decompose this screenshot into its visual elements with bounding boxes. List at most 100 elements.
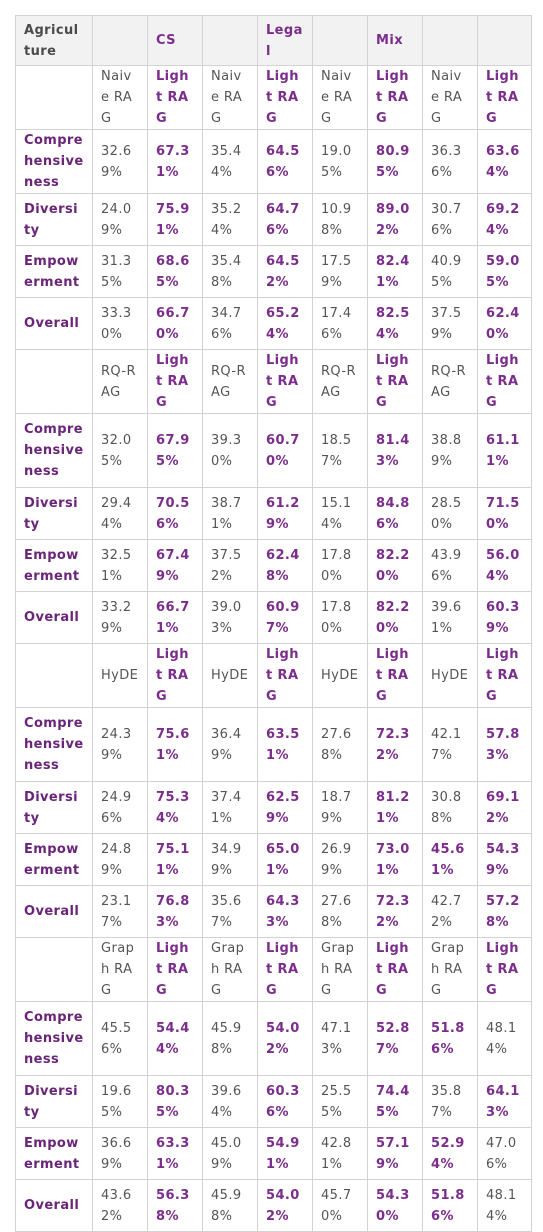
metric-value: 39.30% [202,413,258,488]
metric-value: 17.80% [312,539,368,592]
metric-value: 54.39% [477,833,532,886]
metric-row: Diversity 19.65% 80.35% 39.64% 60.36% 25.55% 7… [15,1075,532,1128]
metric-value: 84.86% [367,487,423,540]
metric-value: 26.99% [312,833,368,886]
metric-label: Empowerment [15,245,93,298]
metric-row: Empowerment 24.89% 75.11% 34.99% 65.01% 26.99… [15,833,532,886]
metric-value: 66.71% [147,591,203,644]
metric-row: Diversity 29.44% 70.56% 38.71% 61.29% 15.14% 8… [15,487,532,540]
metric-value: 10.98% [312,193,368,246]
lightrag-method-label: Light RAG [477,349,532,414]
metric-value: 47.13% [312,1001,368,1076]
metric-value: 75.34% [147,781,203,834]
metric-value: 45.98% [202,1001,258,1076]
metric-value: 73.01% [367,833,423,886]
metric-value: 45.56% [92,1001,148,1076]
lightrag-method-label: Light RAG [147,349,203,414]
metric-value: 32.05% [92,413,148,488]
metric-value: 65.24% [257,297,313,350]
baseline-method-label: RQ-RAG [92,349,148,414]
lightrag-method-label: Light RAG [257,65,313,130]
metric-value: 51.86% [422,1001,478,1076]
metric-value: 75.91% [147,193,203,246]
metric-value: 42.72% [422,885,478,938]
metric-label: Overall [15,1179,93,1232]
baseline-method-label: RQ-RAG [312,349,368,414]
metric-row: Diversity 24.96% 75.34% 37.41% 62.59% 18.79% 8… [15,781,532,834]
metric-value: 60.97% [257,591,313,644]
metric-value: 17.46% [312,297,368,350]
metric-value: 64.52% [257,245,313,298]
metric-value: 43.96% [422,539,478,592]
metric-value: 30.88% [422,781,478,834]
metric-value: 68.65% [147,245,203,298]
lightrag-method-label: Light RAG [367,349,423,414]
metric-label: Comprehensiveness [15,413,93,488]
metric-value: 82.20% [367,591,423,644]
metric-value: 45.98% [202,1179,258,1232]
metric-value: 33.30% [92,297,148,350]
metric-value: 54.44% [147,1001,203,1076]
metric-value: 76.83% [147,885,203,938]
metric-value: 74.45% [367,1075,423,1128]
metric-value: 28.50% [422,487,478,540]
metric-value: 43.62% [92,1179,148,1232]
metric-value: 62.59% [257,781,313,834]
lightrag-method-label: Light RAG [257,349,313,414]
metric-value: 18.57% [312,413,368,488]
lightrag-method-label: Light RAG [257,643,313,708]
lightrag-method-label: Light RAG [147,937,203,1002]
metric-label: Empowerment [15,1127,93,1180]
empty-cell [15,643,93,708]
metric-value: 81.43% [367,413,423,488]
metric-value: 25.55% [312,1075,368,1128]
baseline-label-row: Graph RAG Light RAG Graph RAG Light RAG Grap… [15,937,532,1002]
metric-value: 80.35% [147,1075,203,1128]
metric-row: Empowerment 31.35% 68.65% 35.48% 64.52% 17.59… [15,245,532,298]
metric-value: 67.49% [147,539,203,592]
header-cell [422,15,478,66]
metric-value: 64.13% [477,1075,532,1128]
metric-value: 63.51% [257,707,313,782]
metric-label: Diversity [15,193,93,246]
header-row: Agriculture CS Legal Mix [15,15,532,66]
metric-value: 32.69% [92,129,148,194]
metric-value: 62.40% [477,297,532,350]
metric-value: 17.59% [312,245,368,298]
baseline-method-label: Graph RAG [202,937,258,1002]
metric-value: 65.01% [257,833,313,886]
metric-value: 61.29% [257,487,313,540]
header-cell [202,15,258,66]
metric-value: 72.32% [367,707,423,782]
lightrag-method-label: Light RAG [367,643,423,708]
baseline-method-label: HyDE [92,643,148,708]
metric-value: 64.33% [257,885,313,938]
metric-value: 56.38% [147,1179,203,1232]
metric-value: 82.41% [367,245,423,298]
lightrag-method-label: Light RAG [367,937,423,1002]
metric-value: 33.29% [92,591,148,644]
lightrag-method-label: Light RAG [367,65,423,130]
metric-value: 81.21% [367,781,423,834]
metric-value: 60.39% [477,591,532,644]
metric-value: 52.94% [422,1127,478,1180]
baseline-method-label: Naive RAG [202,65,258,130]
baseline-method-label: Naive RAG [92,65,148,130]
metric-row: Overall 33.29% 66.71% 39.03% 60.97% 17.80% 82.… [15,591,532,644]
baseline-method-label: HyDE [202,643,258,708]
metric-value: 39.64% [202,1075,258,1128]
metric-value: 63.31% [147,1127,203,1180]
metric-value: 19.05% [312,129,368,194]
baseline-method-label: Naive RAG [312,65,368,130]
metric-value: 37.41% [202,781,258,834]
metric-value: 24.89% [92,833,148,886]
metric-value: 54.02% [257,1001,313,1076]
empty-cell [15,937,93,1002]
metric-value: 60.70% [257,413,313,488]
metric-label: Comprehensiveness [15,1001,93,1076]
metric-value: 24.39% [92,707,148,782]
metric-value: 36.36% [422,129,478,194]
metric-value: 67.95% [147,413,203,488]
metric-value: 54.91% [257,1127,313,1180]
metric-label: Diversity [15,487,93,540]
